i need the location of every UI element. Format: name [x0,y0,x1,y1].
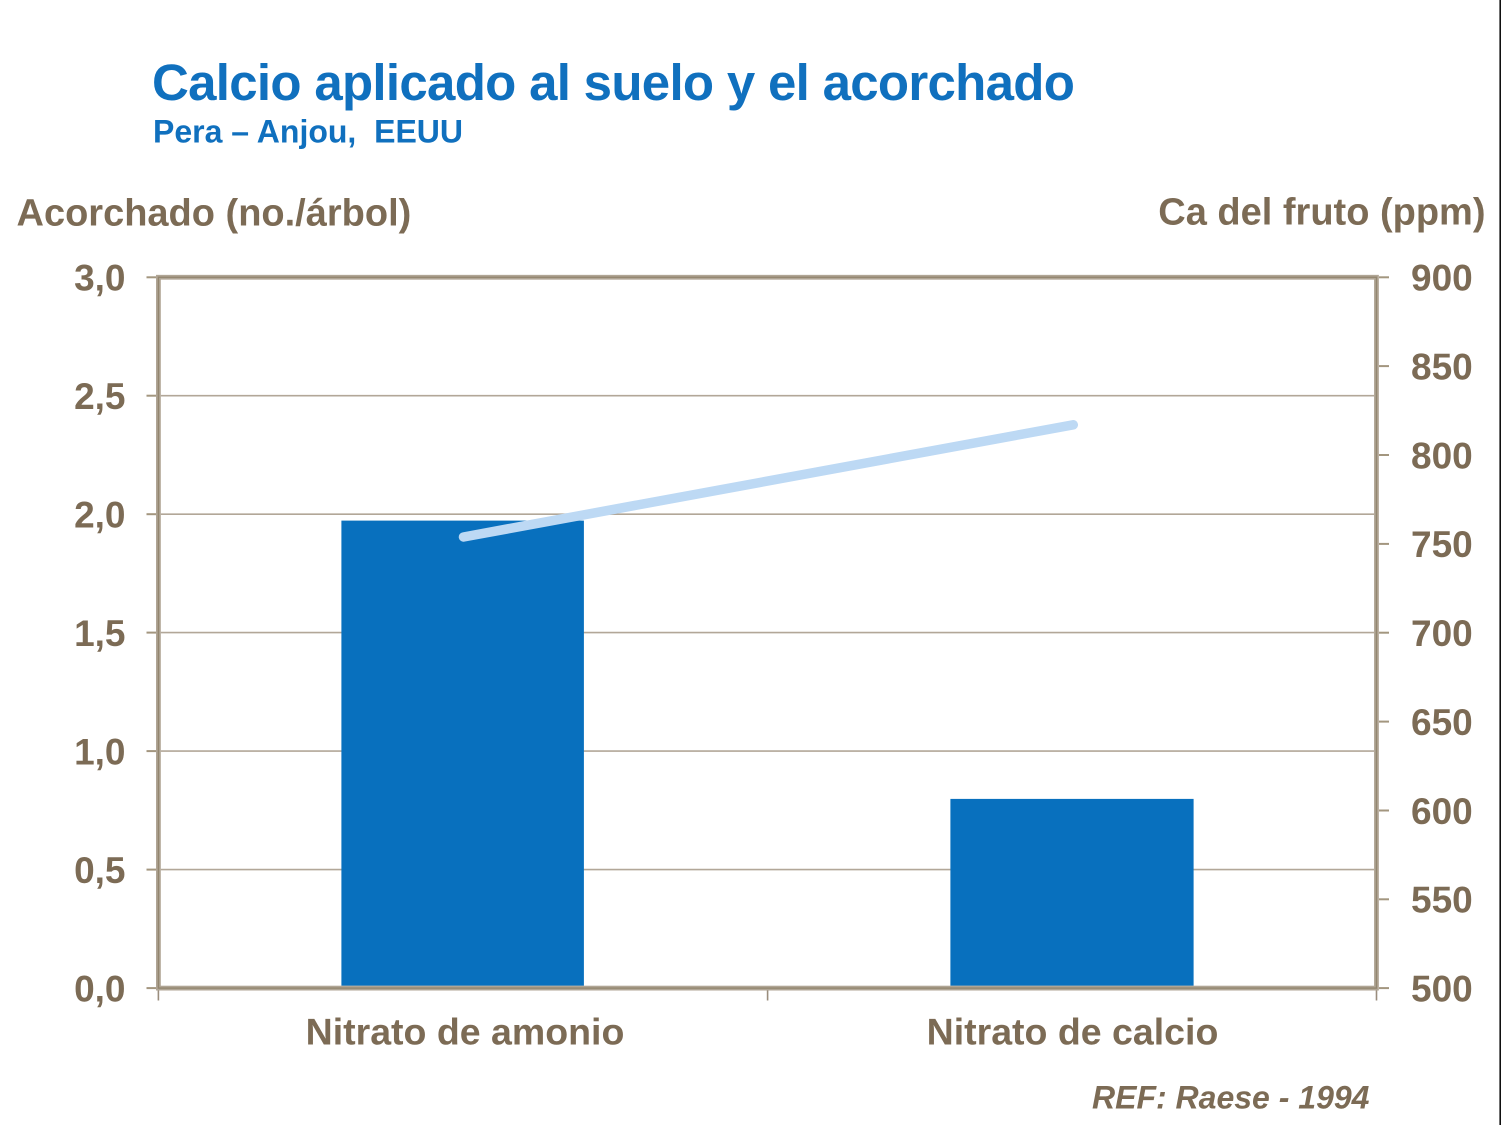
svg-text:550: 550 [1411,880,1473,921]
svg-text:900: 900 [1411,258,1473,299]
svg-text:650: 650 [1411,702,1473,743]
svg-text:REF: Raese - 1994: REF: Raese - 1994 [1092,1080,1370,1116]
svg-text:2,5: 2,5 [74,376,125,417]
svg-text:Nitrato de amonio: Nitrato de amonio [306,1010,625,1052]
svg-text:Calcio aplicado al suelo y el: Calcio aplicado al suelo y el acorchado [152,54,1074,111]
svg-text:1,5: 1,5 [74,613,125,654]
svg-text:Nitrato de calcio: Nitrato de calcio [927,1010,1219,1052]
svg-text:700: 700 [1411,613,1473,654]
svg-text:0,5: 0,5 [74,850,125,891]
svg-text:1,0: 1,0 [74,731,125,772]
svg-text:3,0: 3,0 [74,258,125,299]
svg-text:750: 750 [1411,524,1473,565]
svg-text:850: 850 [1411,346,1473,387]
svg-text:Acorchado (no./árbol): Acorchado (no./árbol) [17,193,412,235]
svg-text:2,0: 2,0 [74,495,125,536]
svg-text:Ca del fruto (ppm): Ca del fruto (ppm) [1158,192,1485,234]
svg-text:600: 600 [1411,791,1473,832]
svg-text:800: 800 [1411,435,1473,476]
svg-text:Pera – Anjou, EEUU: Pera – Anjou, EEUU [153,113,463,149]
svg-text:0,0: 0,0 [74,968,125,1009]
svg-text:500: 500 [1411,968,1473,1009]
